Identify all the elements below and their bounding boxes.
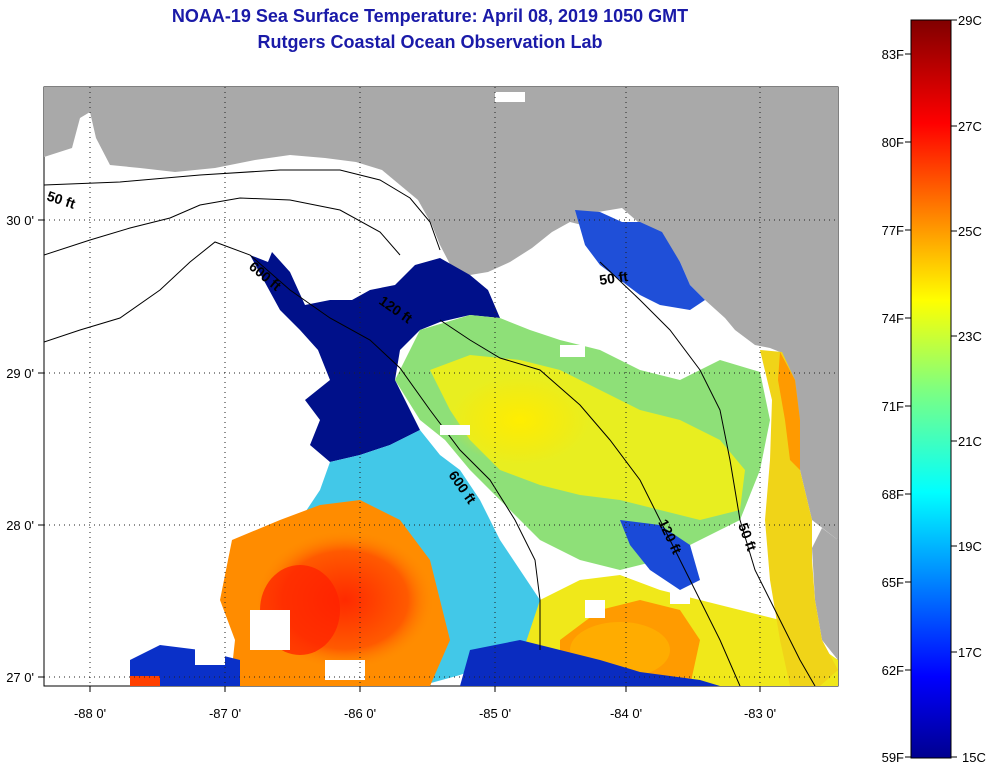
lon-label: -86 0' [344, 706, 376, 721]
contour-600ft [44, 241, 541, 650]
bathymetry-contours [44, 169, 816, 686]
colorbar-fahrenheit-label: 68F [882, 487, 904, 502]
contour-50ft-east [599, 261, 816, 686]
land-peninsula-tip [812, 528, 838, 660]
colorbar-celsius-label: 19C [958, 539, 982, 554]
colorbar-celsius-label: 17C [958, 645, 982, 660]
land-north-florida [44, 87, 838, 540]
lat-label: 29 0' [6, 366, 34, 381]
contour-120ft-north [44, 197, 401, 256]
colorbar-gradient [910, 19, 952, 759]
lon-label: -83 0' [744, 706, 776, 721]
colorbar-celsius-label: 23C [958, 329, 982, 344]
colorbar-fahrenheit-label: 74F [882, 311, 904, 326]
lat-label: 28 0' [6, 518, 34, 533]
contour-120ft-mid [439, 319, 741, 686]
colorbar-fahrenheit-label: 83F [882, 47, 904, 62]
sst-blue-northeast [575, 210, 705, 310]
colorbar-celsius-label: 27C [958, 119, 982, 134]
colorbar-ticks [905, 19, 957, 758]
lat-label: 30 0' [6, 213, 34, 228]
axis-ticks [38, 219, 761, 692]
lon-label: -87 0' [209, 706, 241, 721]
lat-label: 27 0' [6, 670, 34, 685]
map-title: NOAA-19 Sea Surface Temperature: April 0… [171, 6, 689, 26]
sst-orange-coast [778, 352, 800, 470]
colorbar-fahrenheit-label: 65F [882, 575, 904, 590]
colorbar-fahrenheit-label: 77F [882, 223, 904, 238]
colorbar-celsius-label: 15C [962, 750, 986, 765]
contour-50ft-north [44, 169, 441, 251]
sst-yellow-glow [450, 375, 590, 465]
map-subtitle: Rutgers Coastal Ocean Observation Lab [257, 32, 603, 52]
map-content [44, 87, 838, 686]
colorbar-fahrenheit-label: 59F [882, 750, 904, 765]
colorbar-fahrenheit-label: 62F [882, 663, 904, 678]
colorbar-celsius-label: 25C [958, 224, 982, 239]
sst-blue-filament-east [620, 520, 700, 590]
no-data-patches [195, 92, 725, 680]
lon-label: -85 0' [479, 706, 511, 721]
sst-yellow-coast [760, 350, 838, 686]
lon-label: -84 0' [610, 706, 642, 721]
lon-label: -88 0' [74, 706, 106, 721]
contour-label-50ft-northeast: 50 ft [598, 268, 629, 288]
latitude-labels: 27 0' 28 0' 29 0' 30 0' [6, 213, 34, 685]
colorbar-fahrenheit-label: 71F [882, 399, 904, 414]
longitude-labels: -88 0' -87 0' -86 0' -85 0' -84 0' -83 0… [74, 706, 776, 721]
colorbar-celsius-label: 21C [958, 434, 982, 449]
sst-blue-filament-south [460, 640, 720, 686]
colorbar-celsius-label: 29C [958, 13, 982, 28]
colorbar-fahrenheit-label: 80F [882, 135, 904, 150]
sst-cold-northwest [250, 252, 500, 462]
colorbar: 29C 27C 25C 23C 21C 19C 17C 15C 83F 80F … [882, 13, 986, 765]
sst-red-corner [130, 676, 160, 686]
